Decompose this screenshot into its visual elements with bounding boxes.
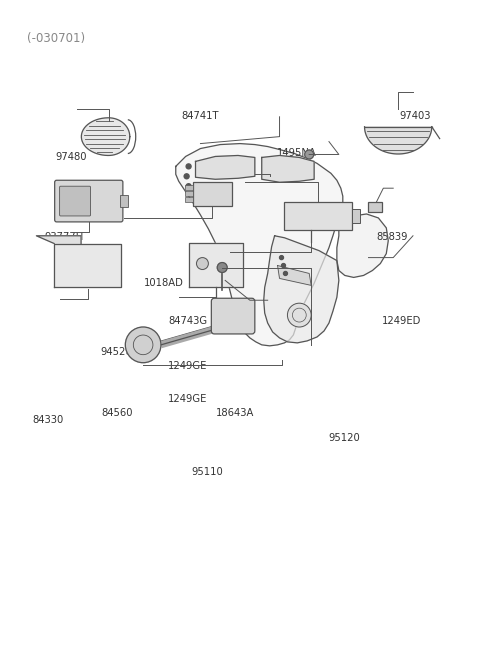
FancyBboxPatch shape bbox=[192, 182, 232, 206]
Circle shape bbox=[279, 255, 284, 259]
FancyBboxPatch shape bbox=[352, 209, 360, 223]
Text: (-030701): (-030701) bbox=[26, 32, 84, 45]
Text: 84560: 84560 bbox=[101, 408, 132, 419]
Polygon shape bbox=[176, 143, 343, 346]
Text: 94520: 94520 bbox=[101, 346, 132, 356]
Text: 93777H: 93777H bbox=[45, 232, 84, 242]
FancyBboxPatch shape bbox=[211, 298, 255, 334]
Polygon shape bbox=[36, 236, 81, 244]
Circle shape bbox=[184, 174, 189, 179]
Circle shape bbox=[186, 164, 191, 169]
Polygon shape bbox=[189, 243, 243, 288]
Circle shape bbox=[125, 327, 161, 363]
Text: 97480: 97480 bbox=[56, 152, 87, 162]
Polygon shape bbox=[364, 126, 432, 154]
Circle shape bbox=[288, 303, 311, 327]
FancyBboxPatch shape bbox=[185, 185, 192, 190]
Text: 18643A: 18643A bbox=[216, 408, 254, 419]
Polygon shape bbox=[82, 118, 130, 155]
FancyBboxPatch shape bbox=[185, 197, 192, 202]
Text: 1018AD: 1018AD bbox=[144, 278, 184, 288]
Polygon shape bbox=[54, 244, 121, 288]
Polygon shape bbox=[277, 265, 311, 286]
Circle shape bbox=[284, 271, 288, 276]
FancyBboxPatch shape bbox=[55, 180, 123, 222]
FancyBboxPatch shape bbox=[369, 202, 383, 212]
Polygon shape bbox=[264, 236, 339, 343]
Text: 1249GE: 1249GE bbox=[168, 362, 207, 371]
Text: 1249GE: 1249GE bbox=[168, 394, 207, 404]
FancyBboxPatch shape bbox=[185, 191, 192, 196]
Circle shape bbox=[281, 263, 286, 267]
Text: 1249ED: 1249ED bbox=[382, 316, 421, 326]
Circle shape bbox=[186, 184, 191, 189]
Polygon shape bbox=[195, 155, 255, 179]
Text: 85839: 85839 bbox=[376, 232, 408, 242]
FancyBboxPatch shape bbox=[120, 195, 128, 207]
FancyBboxPatch shape bbox=[60, 186, 91, 216]
FancyBboxPatch shape bbox=[285, 202, 352, 230]
Circle shape bbox=[217, 263, 227, 272]
Circle shape bbox=[196, 257, 208, 269]
Text: 84743G: 84743G bbox=[168, 316, 207, 326]
Polygon shape bbox=[262, 155, 314, 182]
Text: 84330: 84330 bbox=[32, 415, 63, 424]
Text: 95120: 95120 bbox=[328, 433, 360, 443]
Text: 95110: 95110 bbox=[191, 466, 223, 477]
Polygon shape bbox=[337, 214, 388, 278]
Text: 97403: 97403 bbox=[400, 111, 432, 121]
Circle shape bbox=[305, 150, 313, 159]
Text: 1495NA: 1495NA bbox=[277, 149, 317, 159]
Text: 84741T: 84741T bbox=[181, 111, 218, 121]
